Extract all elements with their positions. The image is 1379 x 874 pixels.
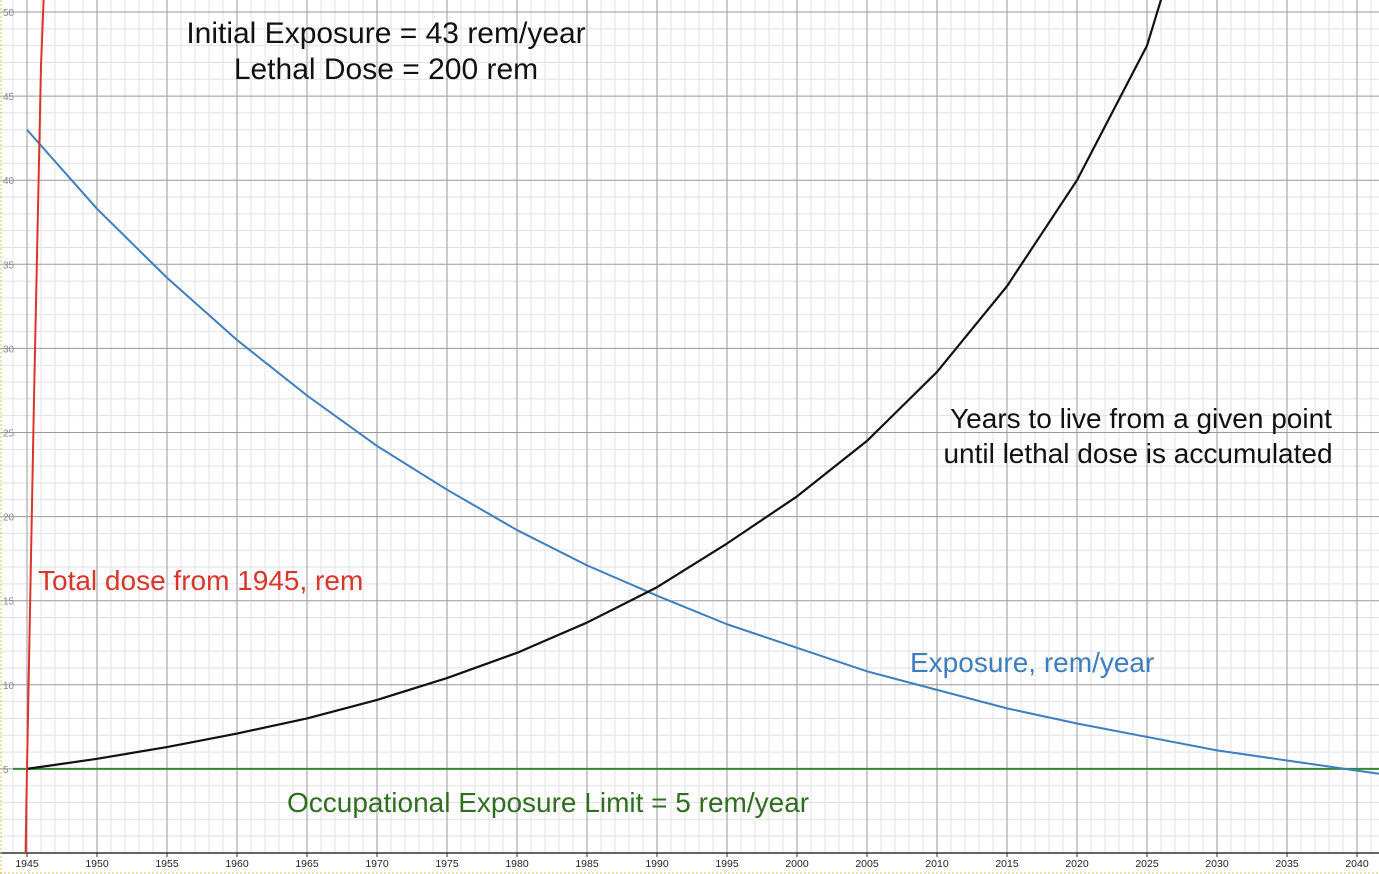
x-tick-label: 2030 xyxy=(1205,858,1229,870)
x-tick-label: 1945 xyxy=(15,858,39,870)
x-tick-label: 2005 xyxy=(855,858,879,870)
x-tick-label: 2040 xyxy=(1345,858,1369,870)
x-tick-label: 1985 xyxy=(575,858,599,870)
x-tick-label: 2025 xyxy=(1135,858,1159,870)
x-tick-label: 1990 xyxy=(645,858,669,870)
years-to-live-annotation-line-2: until lethal dose is accumulated xyxy=(943,438,1332,469)
y-tick-label: 25 xyxy=(3,429,15,440)
occupational-limit-annotation: Occupational Exposure Limit = 5 rem/year xyxy=(287,787,809,818)
x-tick-labels: 1945 1950 1955 1960 1965 1970 1975 1980 1985 1990… xyxy=(15,858,1369,870)
chart-title-line-2: Lethal Dose = 200 rem xyxy=(234,53,538,86)
y-tick-labels: 5 10 15 20 25 30 35 40 45 50 xyxy=(3,8,15,776)
y-tick-label: 45 xyxy=(3,92,15,103)
y-tick-label: 10 xyxy=(3,681,15,692)
x-tick-label: 1980 xyxy=(505,858,529,870)
x-tick-label: 2020 xyxy=(1065,858,1089,870)
y-tick-label: 15 xyxy=(3,597,15,608)
exposure-annotation: Exposure, rem/year xyxy=(910,647,1154,678)
chart-title-line-1: Initial Exposure = 43 rem/year xyxy=(186,17,585,50)
y-tick-label: 30 xyxy=(3,344,15,355)
y-tick-label: 40 xyxy=(3,176,15,187)
x-tick-label: 2015 xyxy=(995,858,1019,870)
x-tick-label: 2000 xyxy=(785,858,809,870)
y-tick-label: 20 xyxy=(3,513,15,524)
years-to-live-annotation-line-1: Years to live from a given point xyxy=(950,403,1332,434)
x-tick-label: 1950 xyxy=(85,858,109,870)
series-layer xyxy=(13,0,1379,853)
exposure-series-line xyxy=(26,129,1379,775)
x-tick-label: 1995 xyxy=(715,858,739,870)
y-tick-label: 50 xyxy=(3,8,15,19)
x-tick-label: 1975 xyxy=(435,858,459,870)
x-tick-label: 2035 xyxy=(1275,858,1299,870)
y-tick-label: 35 xyxy=(3,260,15,271)
x-tick-label: 2010 xyxy=(925,858,949,870)
total-dose-annotation: Total dose from 1945, rem xyxy=(38,565,363,596)
minor-grid xyxy=(0,0,1379,853)
x-tick-label: 1960 xyxy=(225,858,249,870)
y-tick-label: 5 xyxy=(3,765,9,776)
x-tick-label: 1955 xyxy=(155,858,179,870)
x-tick-label: 1965 xyxy=(295,858,319,870)
years-to-live-series-line xyxy=(26,0,1163,770)
x-tick-label: 1970 xyxy=(365,858,389,870)
total-dose-series-line xyxy=(24,0,45,853)
